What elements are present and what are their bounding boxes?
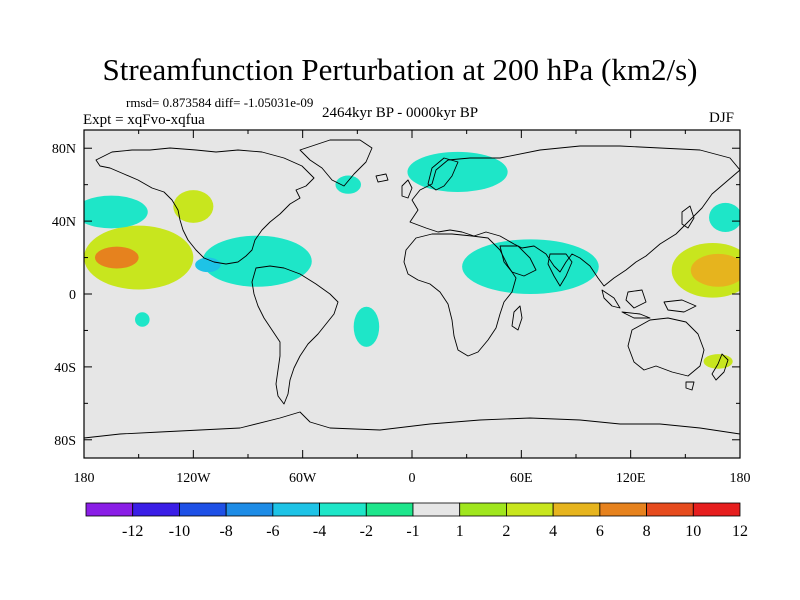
- colorbar-swatch: [692, 502, 741, 517]
- y-tick-label: 40S: [54, 361, 76, 376]
- coast-sumatra: [601, 289, 621, 309]
- x-tick-label: 120E: [616, 471, 646, 486]
- coast-borneo: [625, 289, 647, 309]
- x-tick-label: 180: [730, 471, 751, 486]
- colorbar-swatch: [85, 502, 134, 517]
- coast-tasmania: [685, 381, 695, 391]
- coast-java: [621, 311, 651, 319]
- anomaly-mexico-core: [195, 257, 221, 273]
- anomaly-north-pacific: [84, 195, 148, 229]
- colorbar-swatch: [365, 502, 414, 517]
- period-label: 2464kyr BP - 0000kyr BP: [322, 105, 479, 121]
- colorbar-swatch: [412, 502, 461, 517]
- colorbar-label: -2: [360, 523, 373, 540]
- anomaly-new-zealand: [703, 354, 733, 369]
- x-tick-label: 0: [409, 471, 416, 486]
- colorbar-swatch: [552, 502, 601, 517]
- anomaly-nw-pacific: [709, 202, 740, 233]
- colorbar-label: 4: [549, 523, 557, 540]
- colorbar-label: -1: [406, 523, 419, 540]
- coast-japan: [681, 205, 695, 229]
- coast-madagascar: [511, 305, 523, 331]
- coast-new-guinea: [663, 299, 697, 313]
- colorbar-swatch: [599, 502, 647, 517]
- stats-label: rmsd= 0.873584 diff= -1.05031e-09: [126, 95, 314, 110]
- colorbar-label: 8: [643, 523, 651, 540]
- chart-title: Streamfunction Perturbation at 200 hPa (…: [102, 52, 698, 87]
- anomaly-western-pacific-core: [690, 253, 740, 287]
- coast-arabia: [499, 245, 537, 277]
- colorbar-swatch: [319, 502, 367, 517]
- coast-british-isles: [401, 179, 413, 199]
- coast-greenland: [299, 139, 373, 187]
- colorbar-swatch: [459, 502, 507, 517]
- y-axis: 80N 40N 0 40S 80S: [52, 142, 740, 449]
- coast-eurasia: [409, 145, 740, 287]
- x-tick-label: 60E: [510, 471, 533, 486]
- map-background: [84, 130, 740, 458]
- colorbar-label: 1: [456, 523, 464, 540]
- coastline-layer: [84, 139, 740, 439]
- anomaly-pacific-ne-anomaly: [84, 225, 194, 290]
- anomaly-north-africa-middle-east: [462, 239, 599, 294]
- anomaly-pacific-ne-core: [94, 246, 139, 269]
- coast-scandinavia: [427, 157, 459, 191]
- y-tick-label: 0: [69, 288, 76, 303]
- coast-antarctica: [84, 411, 740, 439]
- x-tick-label: 120W: [176, 471, 211, 486]
- colorbar-label: 6: [596, 523, 604, 540]
- colorbar-swatch: [272, 502, 320, 517]
- anomaly-western-north-america: [173, 190, 214, 223]
- colorbar-label: -10: [169, 523, 190, 540]
- season-label: DJF: [709, 110, 735, 126]
- y-tick-label: 40N: [52, 215, 76, 230]
- colorbar-label: 12: [732, 523, 748, 540]
- colorbar-swatch: [506, 502, 554, 517]
- x-tick-label: 60W: [289, 471, 317, 486]
- colorbar-label: -8: [219, 523, 232, 540]
- y-tick-label: 80N: [52, 142, 76, 157]
- colorbar-swatch: [646, 502, 694, 517]
- anomaly-layer: [84, 151, 740, 369]
- colorbar-label: -4: [313, 523, 326, 540]
- anomaly-atlantic: [335, 175, 361, 194]
- experiment-label: Expt = xqFvo-xqfua: [83, 112, 205, 128]
- coast-south-america: [251, 265, 339, 405]
- colorbar-swatch: [179, 502, 227, 517]
- coast-africa: [403, 233, 517, 357]
- anomaly-south-atlantic: [353, 306, 380, 347]
- colorbar-label: -12: [122, 523, 143, 540]
- anomaly-mexico-caribbean-anomaly: [202, 235, 312, 287]
- x-tick-label: 180: [74, 471, 95, 486]
- colorbar-label: 10: [685, 523, 701, 540]
- colorbar-label: -6: [266, 523, 279, 540]
- y-tick-label: 80S: [54, 434, 76, 449]
- colorbar-swatch: [132, 502, 180, 517]
- colorbar-swatch: [225, 502, 274, 517]
- coast-australia: [627, 317, 705, 377]
- coast-iceland: [375, 173, 389, 183]
- x-axis: 180 120W 60W 0 60E 120E 180: [74, 130, 751, 486]
- anomaly-south-pacific: [135, 312, 150, 327]
- coast-new-zealand: [711, 353, 729, 381]
- coast-india: [547, 253, 573, 287]
- coast-north-america: [95, 147, 315, 265]
- colorbar: -12 -10 -8 -6 -4 -2 -1 1 2 4 6 8 10 12: [85, 502, 748, 540]
- colorbar-label: 2: [502, 523, 510, 540]
